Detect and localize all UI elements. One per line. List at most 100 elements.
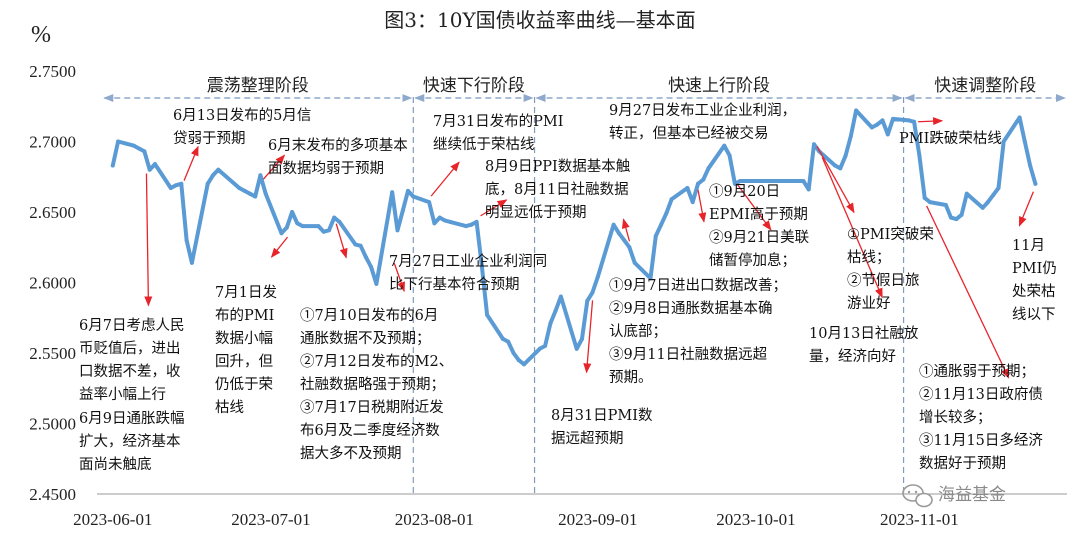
yield-point (949, 215, 953, 220)
annotation-line: 6月7日考虑人民 (79, 317, 184, 334)
yield-point (701, 177, 706, 182)
annotation-arrow (270, 236, 289, 258)
yield-point (954, 217, 959, 222)
yield-point (595, 274, 600, 279)
yield-point (189, 260, 194, 265)
ann-jul31: 7月31日发布的PMI 继续低于荣枯线 (433, 113, 564, 153)
annotation-line: ②7月12日发布的M2、 (300, 353, 453, 370)
yield-point (1028, 163, 1033, 168)
x-tick-label: 2023-09-01 (558, 510, 637, 529)
yield-point (353, 242, 358, 247)
yield-point (358, 243, 363, 248)
annotation-line: ①9月20日 (709, 183, 780, 200)
yield-point (616, 231, 621, 236)
yield-point (1022, 139, 1027, 144)
yield-point (943, 203, 948, 207)
ann-sep20: ①9月20日 EPMI高于预期 ②9月21日美联储暂停加息； (709, 183, 809, 269)
annotation-arrow (262, 154, 286, 180)
x-tick-label: 2023-07-01 (231, 510, 310, 529)
annotation-arrow (621, 218, 631, 242)
annotation-line: 储暂停加息； (709, 252, 796, 269)
annotation-line: 比下行基本符合预期 (389, 276, 520, 293)
yield-point (848, 133, 853, 138)
annotation-line: EPMI高于预期 (709, 206, 808, 223)
phase-label: 快速调整阶段 (934, 76, 1036, 96)
yield-point (980, 205, 985, 210)
yield-point (917, 153, 922, 158)
annotation-line: ①PMI突破荣 (847, 226, 934, 243)
yield-point (211, 173, 215, 178)
yield-point (590, 290, 595, 295)
annotation-line: 继续低于荣枯线 (433, 136, 535, 153)
x-tick-label: 2023-10-01 (716, 510, 795, 529)
yield-point (891, 116, 895, 121)
yield-point (142, 149, 147, 154)
yield-point (442, 218, 447, 223)
yield-point (796, 179, 801, 183)
yield-point (738, 179, 743, 183)
yield-point (580, 336, 584, 341)
yield-point (959, 212, 964, 217)
yield-point (374, 281, 379, 286)
yield-point (432, 221, 437, 226)
yield-point (411, 194, 416, 199)
annotation-line: ①9月7日进出口数据改善； (609, 277, 787, 294)
yield-point (500, 336, 505, 341)
yield-point (263, 191, 268, 196)
yield-point (327, 228, 331, 233)
annotation-line: 6月末发布的多项基本 (268, 137, 408, 154)
yield-point (406, 188, 410, 193)
x-tick-label: 2023-06-01 (73, 510, 152, 529)
y-tick-label: 2.6500 (29, 203, 76, 222)
yield-point (316, 224, 321, 229)
annotation-line: 10月13日社融放 (809, 325, 919, 342)
annotation-arrow (918, 117, 944, 126)
annotation-arrow (736, 183, 772, 231)
ann-aug31: 8月31日PMI数据远超预期 (551, 407, 653, 447)
annotation-arrow (816, 146, 855, 214)
annotation-line: PMI仍 (1012, 260, 1057, 277)
yield-point (664, 211, 669, 216)
yield-point (659, 222, 664, 227)
yield-point (131, 143, 136, 148)
yield-point (669, 197, 674, 202)
yield-point (116, 139, 121, 144)
yield-point (991, 193, 996, 198)
annotation-line: 11月 (1012, 238, 1045, 254)
ann-nov-pmi: 11月 PMI仍处荣枯线以下 (1012, 238, 1057, 323)
annotation-arrow (144, 173, 153, 307)
yield-point (337, 219, 342, 224)
yield-point (279, 231, 284, 236)
yield-point (996, 186, 1001, 190)
annotation-line: 线以下 (1012, 306, 1056, 323)
yield-point (922, 195, 927, 200)
yield-point (168, 186, 173, 190)
annotation-arrow (335, 223, 348, 259)
annotation-line: ②节假日旅 (847, 272, 920, 289)
phase-label: 震荡整理阶段 (207, 76, 309, 96)
yield-point (812, 142, 816, 147)
annotation-line: ③9月11日社融数据远超 (609, 346, 768, 363)
watermark: 海益基金 (902, 484, 1006, 508)
yield-point (912, 119, 917, 124)
annotation-line: 据大多不及预期 (300, 445, 402, 462)
yield-point (247, 191, 252, 196)
annotation-line: 6月13日发布的5月信 (173, 107, 311, 124)
yield-point (696, 181, 700, 186)
yield-point (474, 219, 479, 224)
yield-point (153, 162, 157, 167)
annotation-line: ②11月13日政府债 (919, 386, 1043, 403)
yield-point (648, 276, 653, 281)
yield-point (363, 255, 368, 260)
yield-point (110, 163, 115, 168)
ann-sep7: ①9月7日进出口数据改善； ②9月8日通胀数据基本确认底部； ③9月11日社融数据远… (609, 277, 787, 386)
yield-points (110, 108, 1038, 367)
annotation-line: PMI跌破荣枯线 (899, 130, 1002, 147)
yield-point (253, 194, 258, 199)
y-axis-ticks: 2.7500 2.7000 2.6500 2.6000 2.5500 2.5000 2.45… (29, 62, 76, 504)
yield-point (290, 210, 295, 214)
ann-oct-pmi: ①PMI突破荣枯线； ②节假日旅游业好 (847, 226, 934, 312)
annotation-arrow (183, 145, 199, 181)
yield-point (880, 118, 885, 123)
